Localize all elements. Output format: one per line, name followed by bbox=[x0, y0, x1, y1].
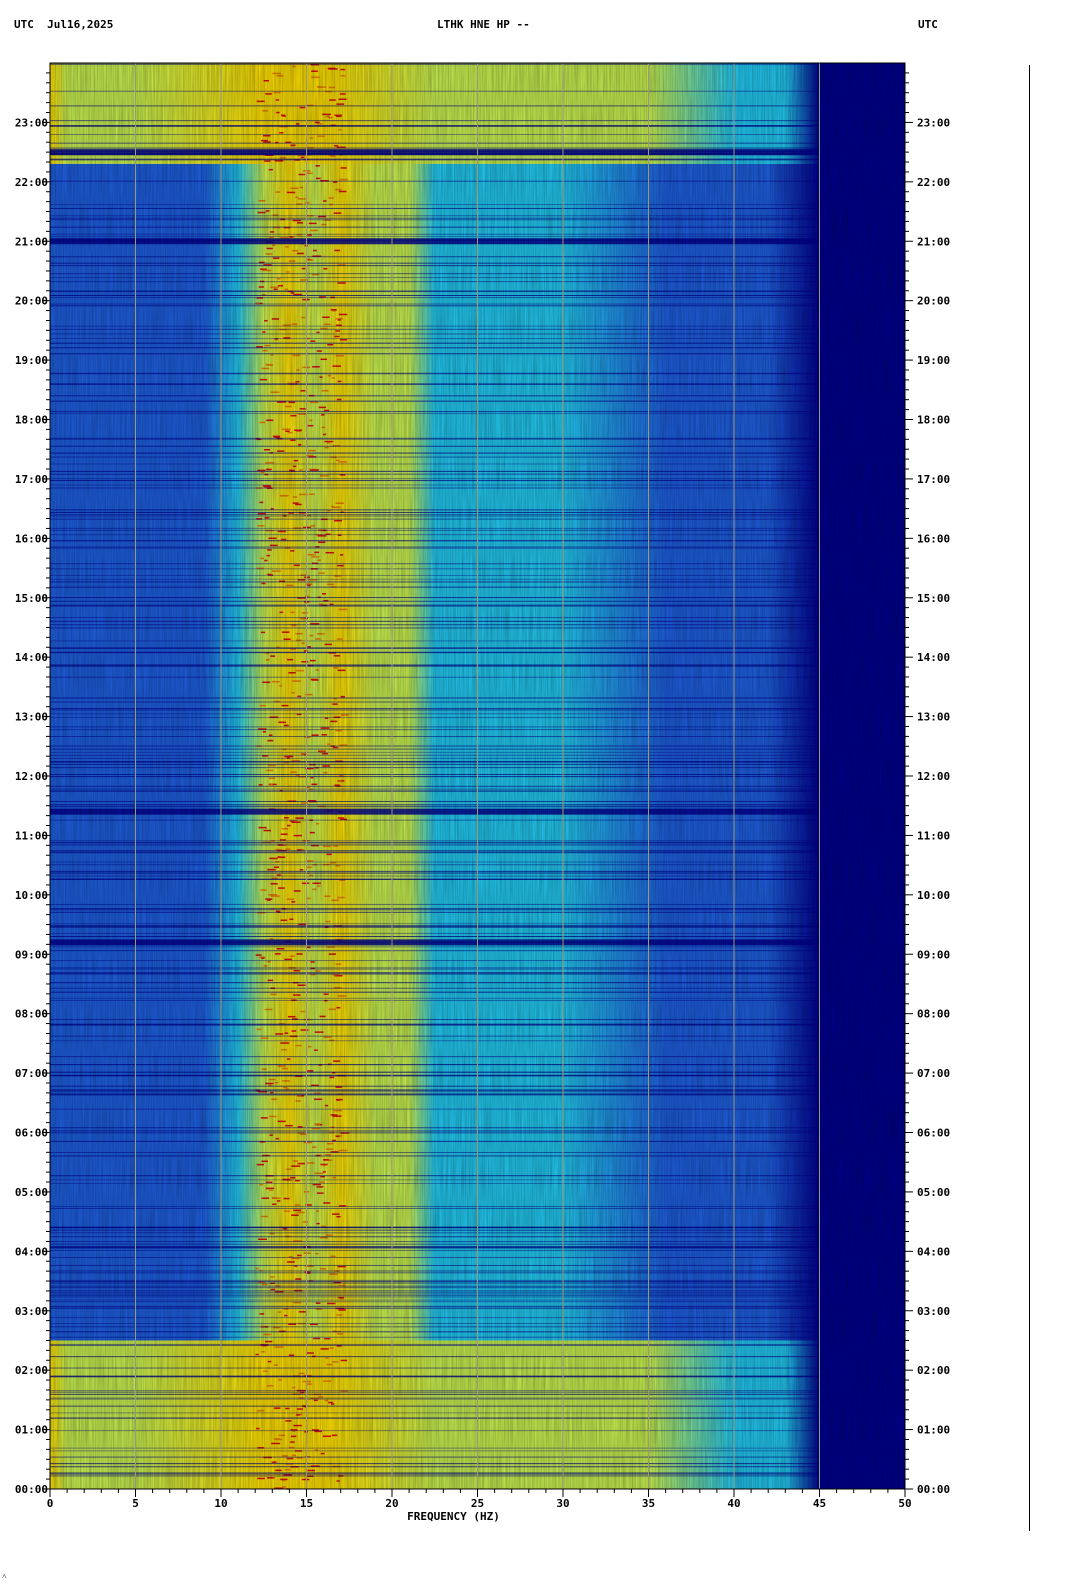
x-tick-label: 40 bbox=[727, 1497, 740, 1510]
x-tick-label: 25 bbox=[471, 1497, 484, 1510]
y-tick-label: 01:00 bbox=[917, 1424, 950, 1437]
y-tick-label: 09:00 bbox=[15, 948, 48, 961]
y-tick-label: 07:00 bbox=[917, 1067, 950, 1080]
y-tick-label: 17:00 bbox=[917, 473, 950, 486]
y-tick-label: 02:00 bbox=[15, 1364, 48, 1377]
y-tick-label: 22:00 bbox=[917, 176, 950, 189]
y-tick-label: 00:00 bbox=[917, 1483, 950, 1496]
y-tick-label: 20:00 bbox=[917, 295, 950, 308]
y-tick-label: 18:00 bbox=[15, 414, 48, 427]
y-tick-label: 18:00 bbox=[917, 414, 950, 427]
grid-lines bbox=[135, 63, 820, 1489]
y-tick-label: 13:00 bbox=[15, 711, 48, 724]
y-tick-label: 14:00 bbox=[917, 651, 950, 664]
y-tick-label: 03:00 bbox=[15, 1305, 48, 1318]
y-tick-label: 08:00 bbox=[917, 1008, 950, 1021]
y-tick-label: 06:00 bbox=[917, 1127, 950, 1140]
x-tick-label: 20 bbox=[385, 1497, 398, 1510]
x-tick-label: 30 bbox=[556, 1497, 569, 1510]
x-tick-label: 0 bbox=[47, 1497, 54, 1510]
x-tick-label: 10 bbox=[214, 1497, 227, 1510]
y-tick-label: 15:00 bbox=[15, 592, 48, 605]
y-tick-label: 19:00 bbox=[15, 354, 48, 367]
y-tick-label: 12:00 bbox=[917, 770, 950, 783]
y-tick-label: 11:00 bbox=[15, 829, 48, 842]
y-tick-label: 08:00 bbox=[15, 1008, 48, 1021]
y-tick-label: 21:00 bbox=[917, 235, 950, 248]
amplitude-scale-bar bbox=[1029, 65, 1030, 1531]
header-station-channel: LTHK HNE HP -- bbox=[437, 18, 530, 31]
y-tick-label: 11:00 bbox=[917, 829, 950, 842]
y-tick-label: 05:00 bbox=[15, 1186, 48, 1199]
y-tick-label: 10:00 bbox=[15, 889, 48, 902]
y-tick-label: 05:00 bbox=[917, 1186, 950, 1199]
y-tick-label: 02:00 bbox=[917, 1364, 950, 1377]
y-tick-label: 04:00 bbox=[917, 1245, 950, 1258]
y-tick-label: 17:00 bbox=[15, 473, 48, 486]
x-tick-label: 50 bbox=[898, 1497, 911, 1510]
y-tick-label: 03:00 bbox=[917, 1305, 950, 1318]
header-timezone-date: UTC Jul16,2025 bbox=[14, 18, 114, 31]
x-axis-label: FREQUENCY (HZ) bbox=[407, 1510, 500, 1523]
axes: 0 5 10 15 20 25 30 35 40 45 50 00:00 00:00 01:00 01:00… bbox=[15, 62, 950, 1510]
y-tick-label: 15:00 bbox=[917, 592, 950, 605]
y-tick-label: 16:00 bbox=[15, 532, 48, 545]
y-tick-label: 13:00 bbox=[917, 711, 950, 724]
y-tick-label: 00:00 bbox=[15, 1483, 48, 1496]
header-timezone-right: UTC bbox=[918, 18, 938, 31]
y-tick-label: 12:00 bbox=[15, 770, 48, 783]
y-tick-label: 16:00 bbox=[917, 532, 950, 545]
x-tick-label: 45 bbox=[813, 1497, 826, 1510]
y-tick-label: 19:00 bbox=[917, 354, 950, 367]
y-tick-label: 01:00 bbox=[15, 1424, 48, 1437]
y-tick-label: 14:00 bbox=[15, 651, 48, 664]
y-tick-label: 23:00 bbox=[15, 116, 48, 129]
x-tick-label: 35 bbox=[642, 1497, 655, 1510]
corner-mark: ˄ bbox=[2, 1572, 7, 1581]
y-tick-label: 22:00 bbox=[15, 176, 48, 189]
y-tick-label: 10:00 bbox=[917, 889, 950, 902]
y-tick-label: 20:00 bbox=[15, 295, 48, 308]
x-tick-label: 15 bbox=[300, 1497, 313, 1510]
x-tick-label: 5 bbox=[132, 1497, 139, 1510]
y-tick-label: 04:00 bbox=[15, 1245, 48, 1258]
y-tick-label: 23:00 bbox=[917, 116, 950, 129]
y-tick-label: 06:00 bbox=[15, 1127, 48, 1140]
y-tick-label: 07:00 bbox=[15, 1067, 48, 1080]
y-tick-label: 09:00 bbox=[917, 948, 950, 961]
y-tick-label: 21:00 bbox=[15, 235, 48, 248]
